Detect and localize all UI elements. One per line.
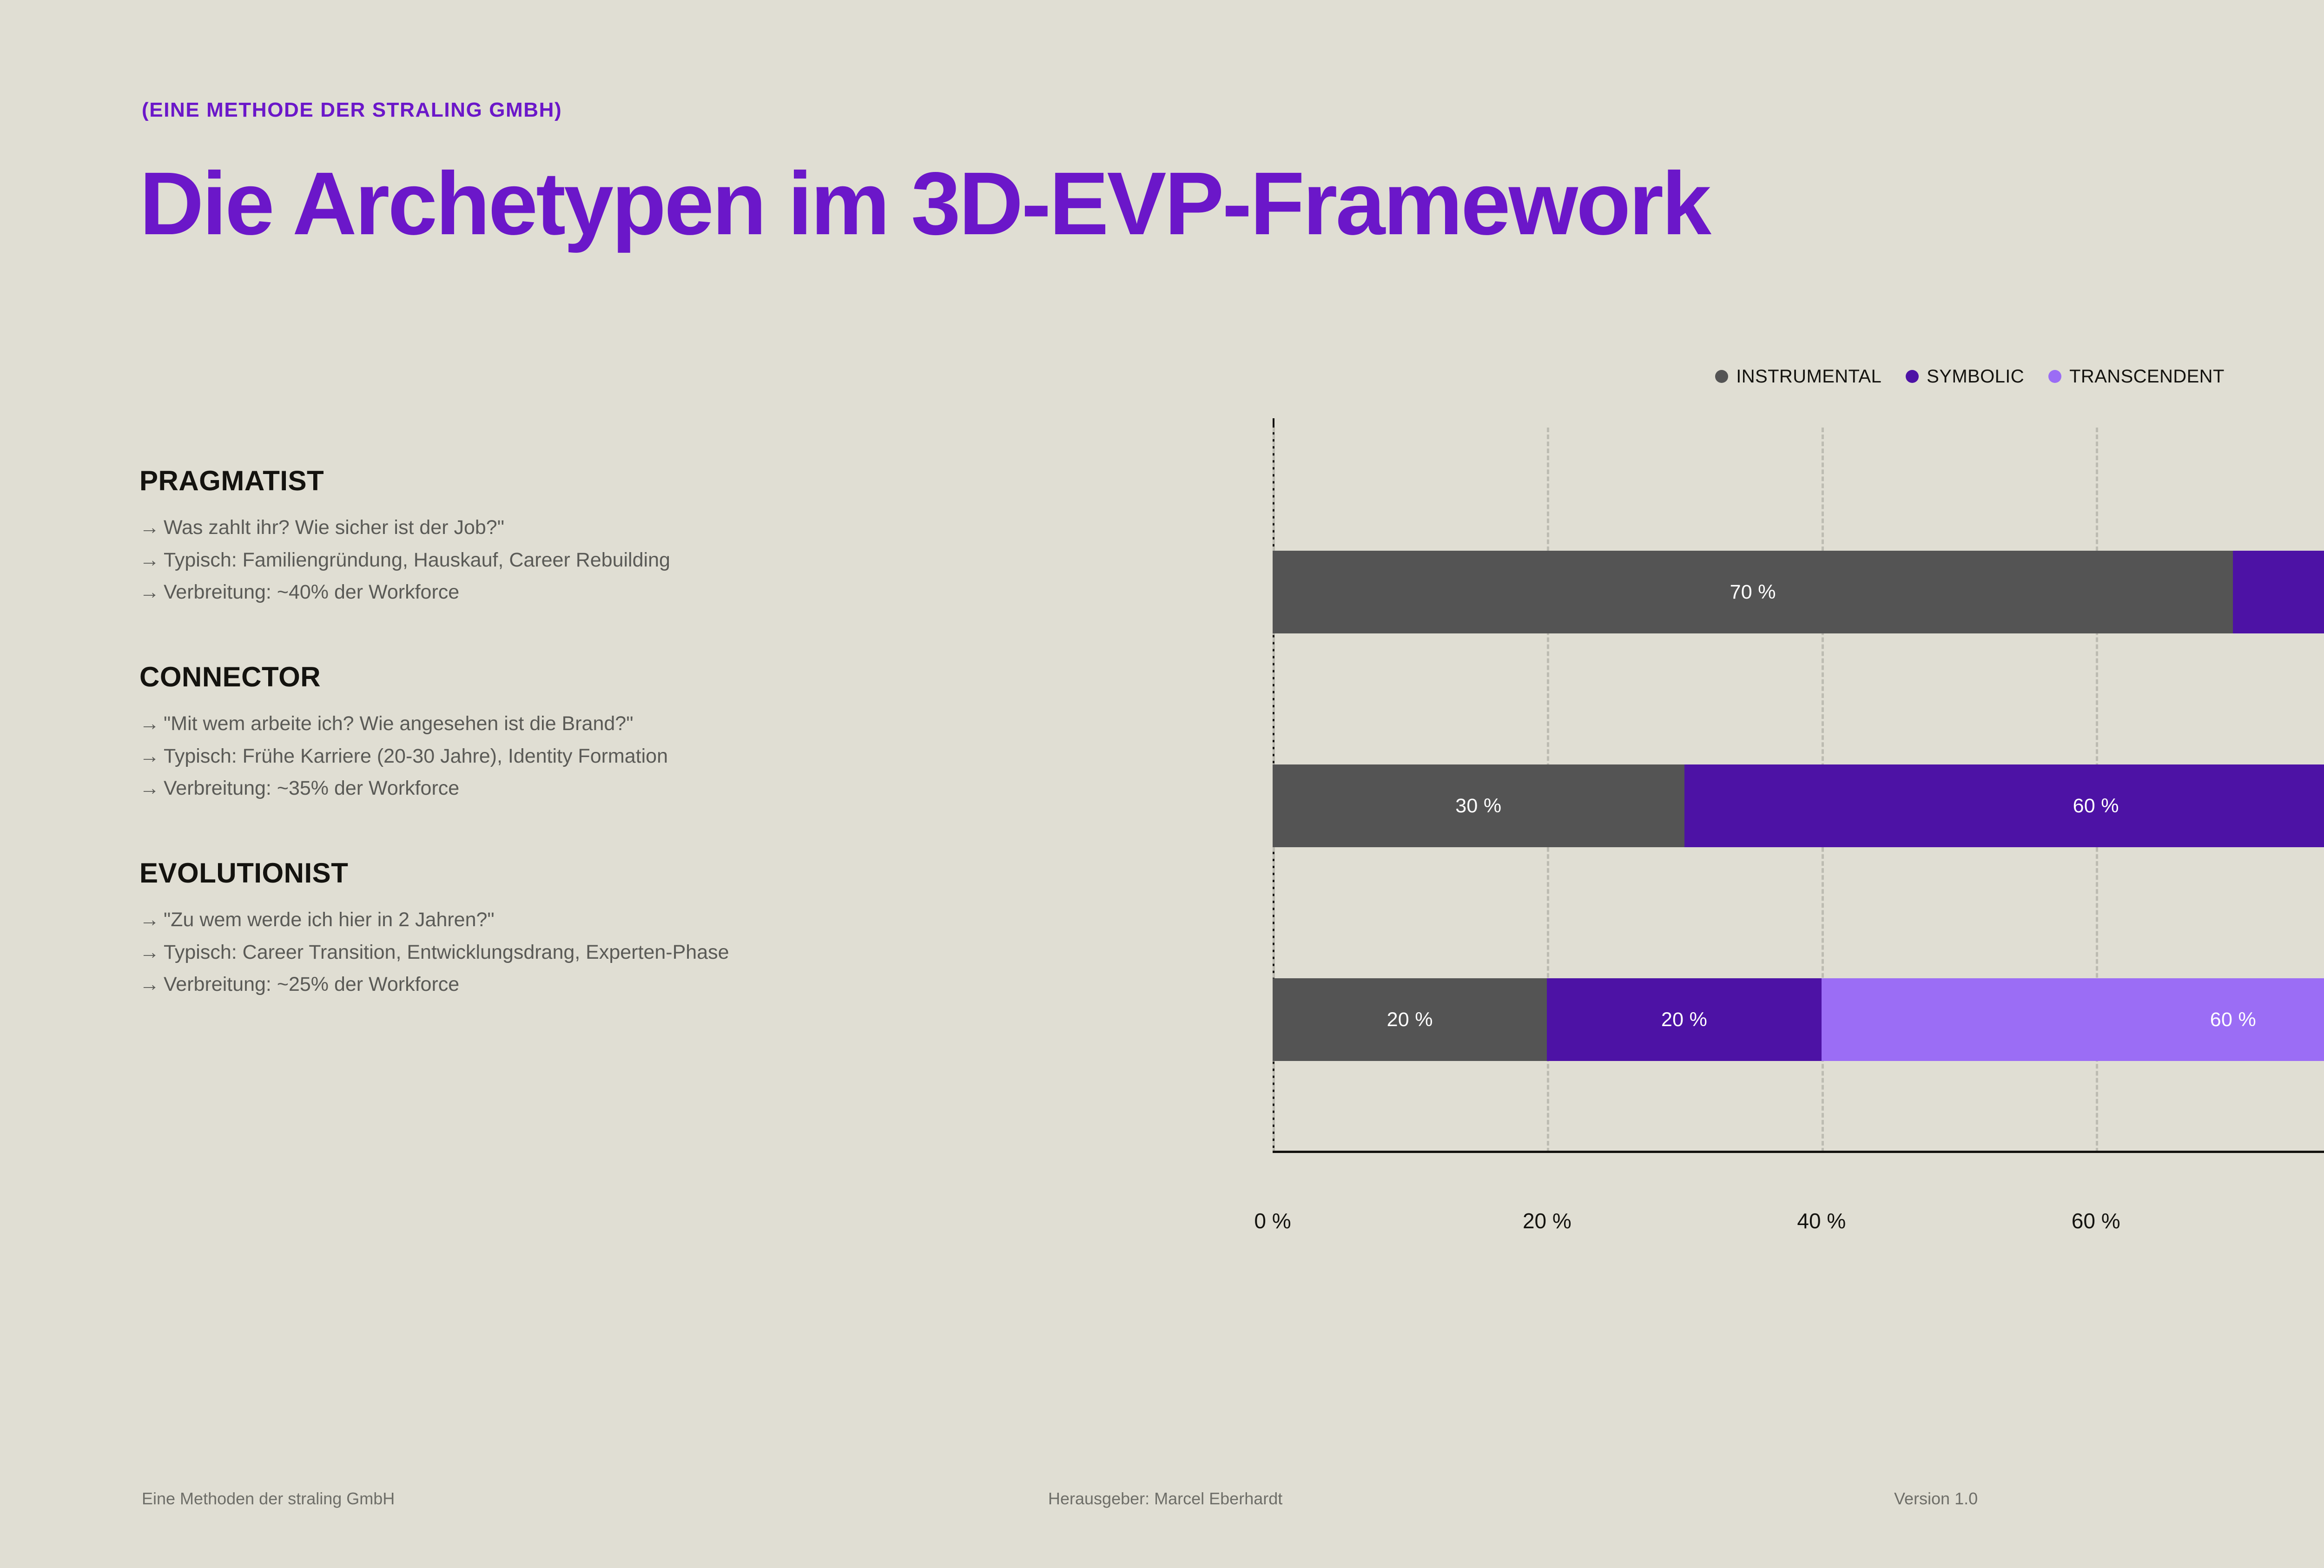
archetype-bullet-text: "Mit wem arbeite ich? Wie angesehen ist …: [164, 712, 634, 735]
footer-publisher: Herausgeber: Marcel Eberhardt: [1048, 1489, 1283, 1508]
arrow-icon: →: [139, 908, 159, 931]
kicker-label: (EINE METHODE DER STRALING GMBH): [142, 99, 562, 121]
legend-label: INSTRUMENTAL: [1736, 366, 1882, 387]
legend-label: SYMBOLIC: [1927, 366, 2025, 387]
archetype-title: EVOLUTIONIST: [139, 857, 349, 889]
x-tick-label: 0 %: [1254, 1209, 1291, 1233]
bar-segment[interactable]: 20 %: [1547, 978, 1822, 1061]
chart-plot-area: 70 %25 %5 %30 %60 %10 %20 %20 %60 % 0 %2…: [1254, 418, 2324, 1233]
archetype-bullet: → Was zahlt ihr? Wie sicher ist der Job?": [139, 512, 1208, 544]
bar-segment[interactable]: 70 %: [1273, 551, 2233, 633]
arrow-icon: →: [139, 516, 159, 539]
archetype-bullet: → Typisch: Career Transition, Entwicklung…: [139, 936, 1208, 969]
chart-legend: INSTRUMENTAL SYMBOLIC TRANSCENDENT: [1273, 362, 2324, 390]
archetype-block-connector: CONNECTOR → "Mit wem arbeite ich? Wie ang…: [139, 661, 1208, 805]
arrow-icon: →: [139, 744, 159, 767]
legend-label: TRANSCENDENT: [2069, 366, 2225, 387]
bar-segment[interactable]: 30 %: [1273, 764, 1684, 847]
arrow-icon: →: [139, 973, 159, 996]
archetype-title: PRAGMATIST: [139, 465, 324, 496]
legend-item-symbolic[interactable]: SYMBOLIC: [1906, 366, 2024, 387]
archetype-bullet-text: "Zu wem werde ich hier in 2 Jahren?": [164, 908, 495, 931]
stacked-bar-chart: INSTRUMENTAL SYMBOLIC TRANSCENDENT 70 %2…: [1254, 362, 2324, 1269]
arrow-icon: →: [139, 777, 159, 800]
bar-segment[interactable]: 60 %: [1821, 978, 2324, 1061]
bar-row[interactable]: 70 %25 %5 %: [1273, 551, 2324, 633]
archetype-bullet-text: Typisch: Frühe Karriere (20-30 Jahre), I…: [164, 744, 668, 767]
footer-company: Eine Methoden der straling GmbH: [142, 1489, 395, 1508]
archetype-bullet-text: Verbreitung: ~40% der Workforce: [164, 581, 460, 604]
arrow-icon: →: [139, 941, 159, 963]
x-tick-label: 60 %: [2071, 1209, 2120, 1233]
archetype-bullet: → "Mit wem arbeite ich? Wie angesehen ist…: [139, 708, 1208, 740]
archetype-bullet: → Typisch: Familiengründung, Hauskauf, Ca…: [139, 544, 1208, 577]
archetype-bullet-text: Verbreitung: ~35% der Workforce: [164, 777, 460, 800]
legend-swatch-icon: [1906, 370, 1919, 383]
archetype-list: PRAGMATIST → Was zahlt ihr? Wie sicher is…: [139, 465, 1208, 1053]
bar-segment[interactable]: 25 %: [2233, 551, 2324, 633]
x-tick-label: 40 %: [1797, 1209, 1846, 1233]
legend-swatch-icon: [1715, 370, 1729, 383]
arrow-icon: →: [139, 581, 159, 604]
bar-segment[interactable]: 60 %: [1684, 764, 2324, 847]
bar-row[interactable]: 20 % 20 % 60 %: [1273, 978, 2324, 1061]
archetype-bullet-text: Was zahlt ihr? Wie sicher ist der Job?": [164, 516, 504, 539]
archetype-bullet: → "Zu wem werde ich hier in 2 Jahren?": [139, 904, 1208, 936]
archetype-bullet-text: Typisch: Career Transition, Entwicklungs…: [164, 941, 729, 963]
archetype-bullet: → Verbreitung: ~35% der Workforce: [139, 772, 1208, 805]
legend-swatch-icon: [2048, 370, 2062, 383]
bar-segment[interactable]: 20 %: [1273, 978, 1547, 1061]
archetype-bullet-text: Typisch: Familiengründung, Hauskauf, Car…: [164, 548, 670, 571]
archetype-bullet: → Verbreitung: ~40% der Workforce: [139, 576, 1208, 609]
archetype-bullet: → Typisch: Frühe Karriere (20-30 Jahre), …: [139, 740, 1208, 773]
x-axis-line: [1273, 1151, 2324, 1153]
arrow-icon: →: [139, 548, 159, 571]
bar-row[interactable]: 30 %60 %10 %: [1273, 764, 2324, 847]
legend-item-instrumental[interactable]: INSTRUMENTAL: [1715, 366, 1882, 387]
x-axis-ticks: 0 %20 %40 %60 %80 %100 %: [1254, 1208, 2324, 1241]
chart-bars: 70 %25 %5 %30 %60 %10 %20 %20 %60 %: [1273, 418, 2324, 1153]
arrow-icon: →: [139, 712, 159, 735]
footer-version: Version 1.0: [1894, 1489, 1978, 1508]
archetype-title: CONNECTOR: [139, 661, 321, 692]
archetype-block-pragmatist: PRAGMATIST → Was zahlt ihr? Wie sicher is…: [139, 465, 1208, 609]
slide-footer: Eine Methoden der straling GmbH Herausge…: [0, 1489, 2324, 1512]
archetype-bullet: → Verbreitung: ~25% der Workforce: [139, 968, 1208, 1001]
archetype-bullet-text: Verbreitung: ~25% der Workforce: [164, 973, 460, 996]
page-title: Die Archetypen im 3D-EVP-Framework: [139, 153, 1711, 253]
archetype-block-evolutionist: EVOLUTIONIST → "Zu wem werde ich hier in …: [139, 857, 1208, 1001]
legend-item-transcendent[interactable]: TRANSCENDENT: [2048, 366, 2225, 387]
x-tick-label: 20 %: [1522, 1209, 1571, 1233]
